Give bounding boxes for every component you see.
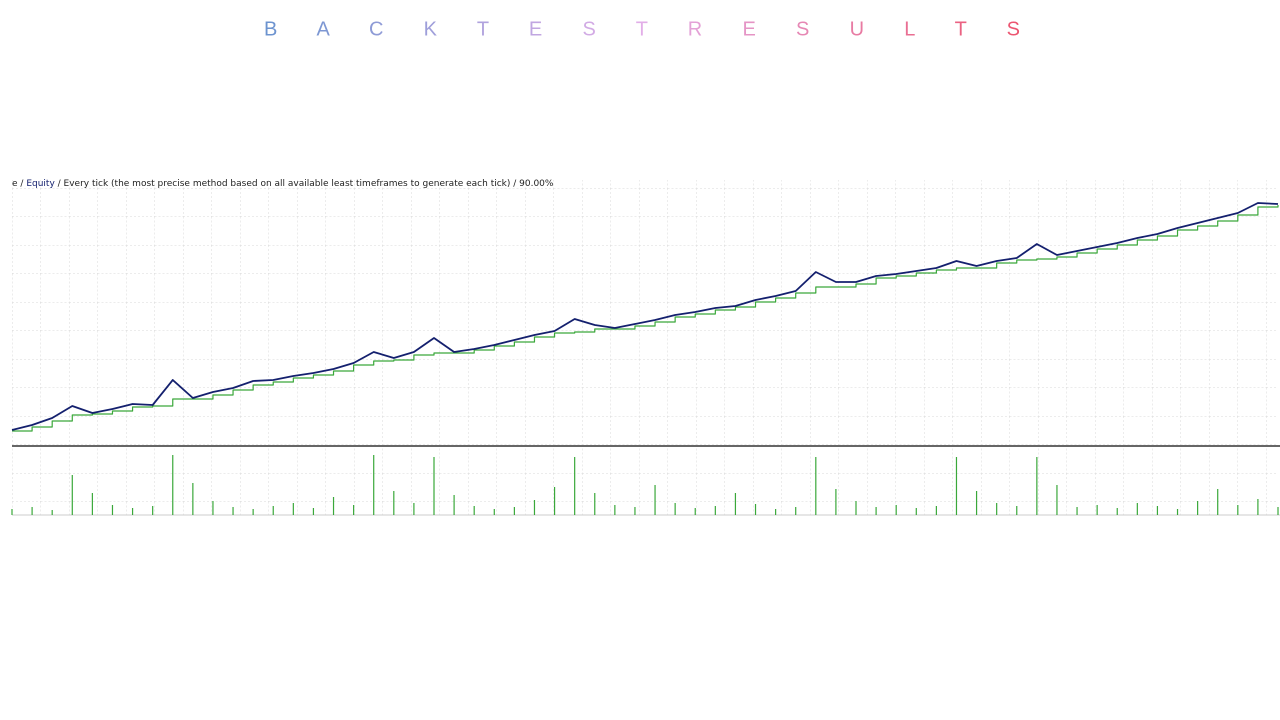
balance-line [12, 205, 1279, 432]
equity-line [11, 202, 1279, 431]
caption-suffix: / Every tick (the most precise method ba… [58, 179, 554, 189]
caption: e / Equity / Every tick (the most precis… [12, 179, 554, 189]
legend-entry: Equity [26, 179, 55, 189]
chart-title: B A C K T E S T R E S U L T S [264, 18, 1020, 40]
grid [12, 180, 1278, 515]
caption-prefix: e / [12, 179, 24, 189]
